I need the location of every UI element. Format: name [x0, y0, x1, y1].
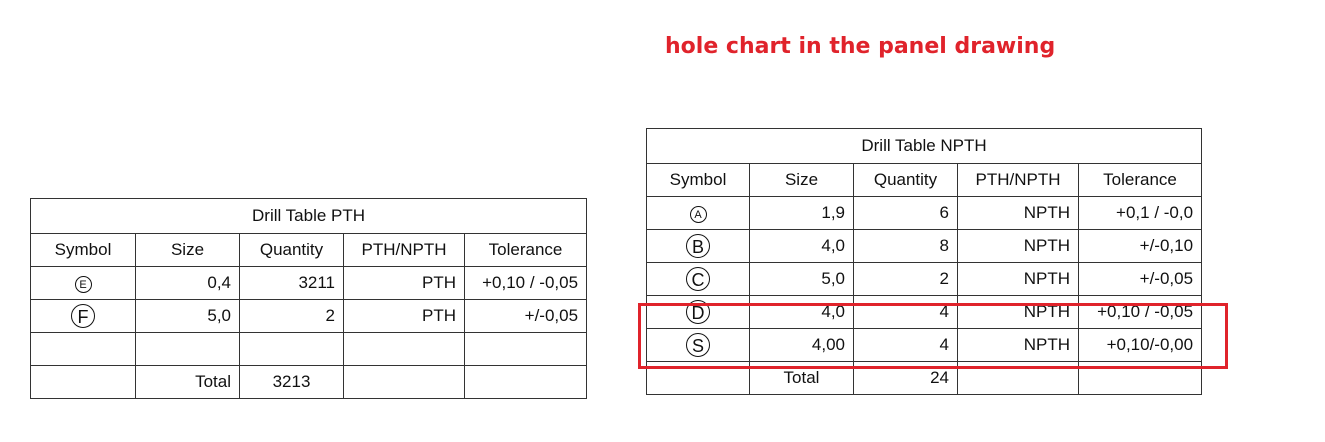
header-tolerance: Tolerance — [1077, 163, 1203, 197]
total-label: Total — [749, 361, 854, 395]
tolerance-cell: +0,10 / -0,05 — [1077, 295, 1203, 329]
type-cell: PTH — [343, 299, 465, 333]
total-value: 3213 — [239, 365, 344, 399]
size-cell: 5,0 — [135, 299, 240, 333]
tolerance-cell: +0,10/-0,00 — [1077, 328, 1203, 362]
type-cell: PTH — [343, 266, 465, 300]
quantity-cell: 2 — [239, 299, 344, 333]
symbol-e: E — [74, 276, 92, 293]
table-row: E 0,4 3211 PTH +0,10 / -0,05 — [30, 266, 588, 300]
symbol-d: D — [686, 300, 710, 324]
table-row: S 4,00 4 NPTH +0,10/-0,00 — [646, 328, 1203, 362]
empty-row — [30, 332, 588, 366]
table-row: C 5,0 2 NPTH +/-0,05 — [646, 262, 1203, 296]
size-cell: 4,00 — [749, 328, 854, 362]
drill-table-npth: Drill Table NPTH Symbol Size Quantity PT… — [645, 128, 1203, 395]
quantity-cell: 2 — [853, 262, 958, 296]
type-cell: NPTH — [957, 229, 1079, 263]
header-type: PTH/NPTH — [957, 163, 1079, 197]
size-cell: 1,9 — [749, 196, 854, 230]
total-label: Total — [135, 365, 240, 399]
size-cell: 5,0 — [749, 262, 854, 296]
header-symbol: Symbol — [30, 233, 136, 267]
quantity-cell: 8 — [853, 229, 958, 263]
symbol-s: S — [686, 333, 710, 357]
symbol-c: C — [686, 267, 710, 291]
quantity-cell: 3211 — [239, 266, 344, 300]
tolerance-cell: +/-0,05 — [1077, 262, 1203, 296]
header-quantity: Quantity — [853, 163, 958, 197]
total-value: 24 — [853, 361, 958, 395]
tolerance-cell: +0,10 / -0,05 — [463, 266, 588, 300]
size-cell: 4,0 — [749, 229, 854, 263]
total-row: Total 24 — [646, 361, 1203, 395]
size-cell: 4,0 — [749, 295, 854, 329]
tolerance-cell: +0,1 / -0,0 — [1077, 196, 1203, 230]
header-quantity: Quantity — [239, 233, 344, 267]
table-row: D 4,0 4 NPTH +0,10 / -0,05 — [646, 295, 1203, 329]
header-tolerance: Tolerance — [463, 233, 588, 267]
total-row: Total 3213 — [30, 365, 588, 399]
type-cell: NPTH — [957, 262, 1079, 296]
quantity-cell: 4 — [853, 295, 958, 329]
header-symbol: Symbol — [646, 163, 750, 197]
tolerance-cell: +/-0,05 — [463, 299, 588, 333]
symbol-a: A — [689, 206, 707, 223]
table-row: A 1,9 6 NPTH +0,1 / -0,0 — [646, 196, 1203, 230]
table-row: F 5,0 2 PTH +/-0,05 — [30, 299, 588, 333]
quantity-cell: 4 — [853, 328, 958, 362]
symbol-f: F — [71, 304, 95, 328]
type-cell: NPTH — [957, 295, 1079, 329]
table-title: Drill Table NPTH — [645, 128, 1203, 164]
type-cell: NPTH — [957, 196, 1079, 230]
type-cell: NPTH — [957, 328, 1079, 362]
page-heading: hole chart in the panel drawing — [665, 34, 1056, 59]
tolerance-cell: +/-0,10 — [1077, 229, 1203, 263]
table-title: Drill Table PTH — [29, 198, 588, 234]
quantity-cell: 6 — [853, 196, 958, 230]
drill-table-pth: Drill Table PTH Symbol Size Quantity PTH… — [29, 198, 588, 399]
table-row: B 4,0 8 NPTH +/-0,10 — [646, 229, 1203, 263]
header-row: Symbol Size Quantity PTH/NPTH Tolerance — [30, 233, 588, 267]
header-size: Size — [749, 163, 854, 197]
header-size: Size — [135, 233, 240, 267]
header-type: PTH/NPTH — [343, 233, 465, 267]
symbol-b: B — [686, 234, 710, 258]
size-cell: 0,4 — [135, 266, 240, 300]
header-row: Symbol Size Quantity PTH/NPTH Tolerance — [646, 163, 1203, 197]
